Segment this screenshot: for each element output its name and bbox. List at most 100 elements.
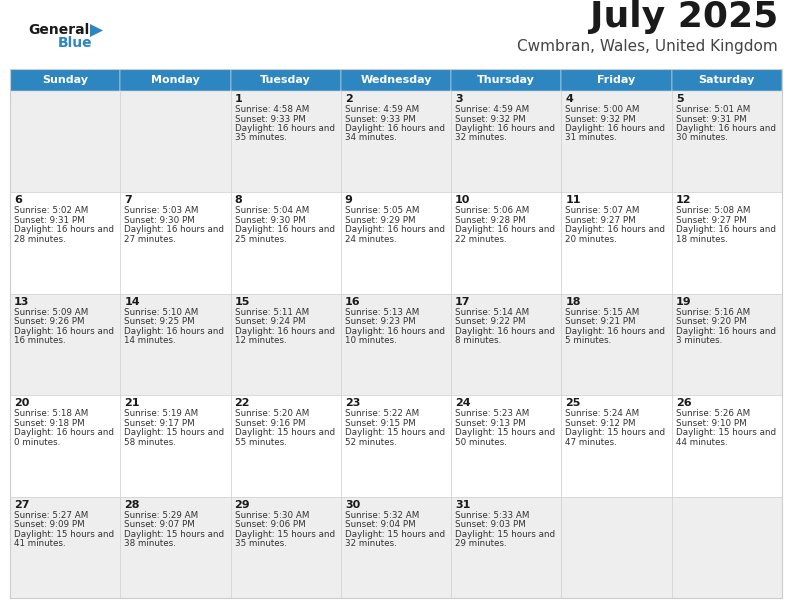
Bar (562, 395, 672, 496)
Text: 16 minutes.: 16 minutes. (14, 337, 66, 345)
Polygon shape (90, 24, 103, 37)
Text: Daylight: 16 hours and: Daylight: 16 hours and (676, 327, 775, 336)
Bar (10, 69, 120, 91)
Text: 31: 31 (455, 499, 470, 510)
Text: Daylight: 16 hours and: Daylight: 16 hours and (345, 225, 445, 234)
Text: Daylight: 16 hours and: Daylight: 16 hours and (234, 327, 334, 336)
Bar (341, 91, 451, 192)
Text: Sunrise: 5:16 AM: Sunrise: 5:16 AM (676, 308, 750, 317)
Text: Daylight: 16 hours and: Daylight: 16 hours and (676, 225, 775, 234)
Bar (451, 69, 562, 91)
Text: 22 minutes.: 22 minutes. (455, 235, 507, 244)
Text: Sunset: 9:18 PM: Sunset: 9:18 PM (14, 419, 85, 428)
Bar (562, 69, 672, 91)
Text: 12 minutes.: 12 minutes. (234, 337, 286, 345)
Text: 15: 15 (234, 297, 250, 307)
Text: 13: 13 (14, 297, 29, 307)
Text: 30: 30 (345, 499, 360, 510)
Text: Sunrise: 5:26 AM: Sunrise: 5:26 AM (676, 409, 750, 418)
Text: 5: 5 (676, 94, 683, 104)
Text: Daylight: 16 hours and: Daylight: 16 hours and (14, 428, 114, 437)
Text: 27: 27 (14, 499, 29, 510)
Text: Sunrise: 5:01 AM: Sunrise: 5:01 AM (676, 105, 750, 114)
Text: 38 minutes.: 38 minutes. (124, 539, 176, 548)
Text: 21: 21 (124, 398, 139, 408)
Text: 24 minutes.: 24 minutes. (345, 235, 397, 244)
Bar (230, 91, 341, 192)
Text: Daylight: 16 hours and: Daylight: 16 hours and (455, 225, 555, 234)
Text: 6: 6 (14, 195, 22, 206)
Text: Sunset: 9:27 PM: Sunset: 9:27 PM (676, 216, 746, 225)
Text: 25 minutes.: 25 minutes. (234, 235, 287, 244)
Text: Sunset: 9:28 PM: Sunset: 9:28 PM (455, 216, 526, 225)
Text: 3 minutes.: 3 minutes. (676, 337, 722, 345)
Text: Sunrise: 5:07 AM: Sunrise: 5:07 AM (565, 206, 640, 215)
Bar (562, 91, 672, 192)
Text: 27 minutes.: 27 minutes. (124, 235, 176, 244)
Text: Sunrise: 5:20 AM: Sunrise: 5:20 AM (234, 409, 309, 418)
Bar (120, 69, 230, 91)
Bar (230, 395, 341, 496)
Bar (451, 395, 562, 496)
Bar (672, 91, 782, 192)
Text: 22: 22 (234, 398, 250, 408)
Bar (672, 294, 782, 395)
Text: 1: 1 (234, 94, 242, 104)
Bar (451, 91, 562, 192)
Text: Sunrise: 5:03 AM: Sunrise: 5:03 AM (124, 206, 199, 215)
Bar (10, 192, 120, 294)
Bar (10, 69, 782, 598)
Text: Daylight: 15 hours and: Daylight: 15 hours and (234, 529, 335, 539)
Text: 18: 18 (565, 297, 581, 307)
Text: Sunset: 9:06 PM: Sunset: 9:06 PM (234, 520, 305, 529)
Text: 0 minutes.: 0 minutes. (14, 438, 60, 447)
Text: Daylight: 16 hours and: Daylight: 16 hours and (565, 225, 665, 234)
Text: Saturday: Saturday (699, 75, 755, 85)
Text: Blue: Blue (58, 36, 93, 50)
Text: Sunrise: 5:29 AM: Sunrise: 5:29 AM (124, 510, 199, 520)
Text: 58 minutes.: 58 minutes. (124, 438, 176, 447)
Text: Daylight: 16 hours and: Daylight: 16 hours and (234, 225, 334, 234)
Bar (672, 69, 782, 91)
Text: Sunrise: 5:33 AM: Sunrise: 5:33 AM (455, 510, 530, 520)
Text: Sunrise: 5:08 AM: Sunrise: 5:08 AM (676, 206, 750, 215)
Bar (672, 395, 782, 496)
Text: Sunset: 9:26 PM: Sunset: 9:26 PM (14, 317, 85, 326)
Text: 24: 24 (455, 398, 470, 408)
Text: Sunrise: 5:24 AM: Sunrise: 5:24 AM (565, 409, 640, 418)
Text: Sunset: 9:12 PM: Sunset: 9:12 PM (565, 419, 636, 428)
Bar (341, 496, 451, 598)
Text: Sunset: 9:30 PM: Sunset: 9:30 PM (234, 216, 306, 225)
Text: Sunrise: 5:11 AM: Sunrise: 5:11 AM (234, 308, 309, 317)
Text: 12: 12 (676, 195, 691, 206)
Text: Sunset: 9:31 PM: Sunset: 9:31 PM (14, 216, 85, 225)
Bar (672, 192, 782, 294)
Text: Daylight: 16 hours and: Daylight: 16 hours and (565, 124, 665, 133)
Text: Sunset: 9:25 PM: Sunset: 9:25 PM (124, 317, 195, 326)
Bar (672, 496, 782, 598)
Text: Sunset: 9:32 PM: Sunset: 9:32 PM (565, 114, 636, 124)
Text: Wednesday: Wednesday (360, 75, 432, 85)
Text: Sunset: 9:10 PM: Sunset: 9:10 PM (676, 419, 746, 428)
Text: Sunset: 9:31 PM: Sunset: 9:31 PM (676, 114, 746, 124)
Text: Sunrise: 4:59 AM: Sunrise: 4:59 AM (345, 105, 419, 114)
Bar (562, 192, 672, 294)
Text: Sunset: 9:15 PM: Sunset: 9:15 PM (345, 419, 416, 428)
Text: Daylight: 15 hours and: Daylight: 15 hours and (455, 428, 555, 437)
Text: 29: 29 (234, 499, 250, 510)
Text: Thursday: Thursday (478, 75, 535, 85)
Text: July 2025: July 2025 (590, 0, 778, 34)
Text: Daylight: 16 hours and: Daylight: 16 hours and (565, 327, 665, 336)
Text: Sunset: 9:16 PM: Sunset: 9:16 PM (234, 419, 305, 428)
Text: Sunrise: 4:59 AM: Sunrise: 4:59 AM (455, 105, 529, 114)
Text: Sunrise: 5:06 AM: Sunrise: 5:06 AM (455, 206, 529, 215)
Text: Sunset: 9:09 PM: Sunset: 9:09 PM (14, 520, 85, 529)
Text: 2: 2 (345, 94, 352, 104)
Text: Daylight: 15 hours and: Daylight: 15 hours and (345, 529, 445, 539)
Text: 29 minutes.: 29 minutes. (455, 539, 507, 548)
Text: Monday: Monday (151, 75, 200, 85)
Text: Sunrise: 5:00 AM: Sunrise: 5:00 AM (565, 105, 640, 114)
Text: 25: 25 (565, 398, 581, 408)
Text: Tuesday: Tuesday (261, 75, 311, 85)
Bar (230, 69, 341, 91)
